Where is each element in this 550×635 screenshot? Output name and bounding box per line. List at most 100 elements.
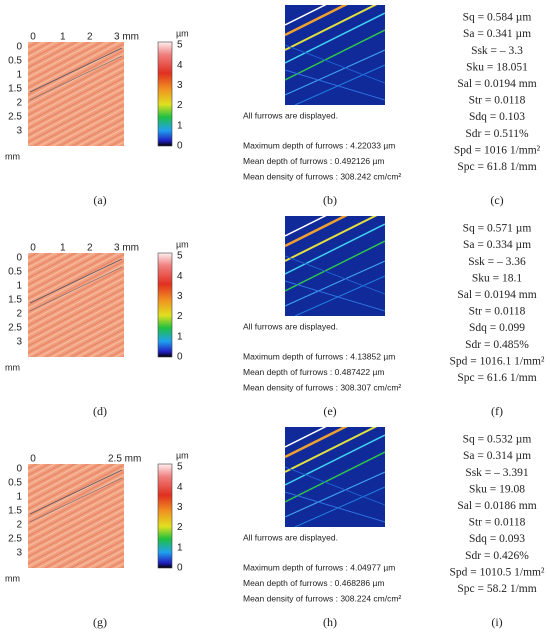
furrow-clip [285,216,385,316]
furrow [285,223,385,275]
y-tick-label: 3 [16,548,22,559]
furrow [285,216,348,248]
y-tick-label: 2 [16,520,22,531]
surface-map [28,42,124,146]
furrow [285,69,385,101]
y-tick-label: 1.5 [8,295,22,306]
furrow-stat: Mean density of furrows : 308.224 cm/cm² [243,593,401,603]
furrow [285,427,378,473]
roughness-parameter: Spd = 1016.1 1/mm² [450,355,545,367]
colorbar-tick-label: 2 [177,100,183,111]
furrow-status: All furrows are displayed. [243,110,338,120]
scratch [29,477,123,523]
y-tick-label: 3 [16,337,22,348]
furrow-stat: Maximum depth of furrows : 4.22033 µm [243,140,395,150]
y-tick-label: 2.5 [8,323,22,334]
colorbar-tick-label: 2 [177,311,183,322]
axis-unit: mm [5,573,20,583]
furrow [285,29,385,81]
surface-map [28,464,124,568]
roughness-parameter: Sa = 0.341 µm [463,28,531,40]
y-tick-label: 0 [16,42,22,53]
y-tick-label: 2 [16,98,22,109]
roughness-parameter: Spd = 1010.5 1/mm² [450,566,545,578]
furrow [285,255,385,295]
colorbar-tick-label: 1 [177,120,183,131]
furrow [285,260,385,307]
y-tick-label: 3 [16,126,22,137]
y-tick-label: 0 [16,253,22,264]
furrow [285,427,327,448]
furrow-stat: Mean depth of furrows : 0.492126 µm [243,156,384,166]
roughness-parameter: Sdr = 0.485% [465,339,529,351]
furrow-status: All furrows are displayed. [243,321,338,331]
colorbar-tick-label: 3 [177,502,183,513]
roughness-parameter: Str = 0.0118 [469,306,526,318]
roughness-parameter: Sku = 18.051 [466,61,528,73]
furrow [285,216,327,237]
surface-map [28,253,124,357]
roughness-parameter: Sal = 0.0186 mm [457,500,536,512]
colorbar [157,252,173,358]
furrow [285,471,385,518]
furrow [285,466,385,506]
furrow-map [285,427,385,527]
furrow-clip [285,427,385,527]
roughness-parameter: Spd = 1016 1/mm² [454,144,541,156]
x-tick-label: 1 [60,243,66,254]
roughness-parameter: Sal = 0.0194 mm [457,289,536,301]
panel-label: (e) [323,404,336,418]
y-tick-label: 1.5 [8,506,22,517]
roughness-parameter: Spc = 61.8 1/mm [457,161,536,173]
roughness-parameter: Sku = 19.08 [469,483,525,495]
panel-label: (f) [491,404,503,418]
colorbar-tick-label: 0 [177,352,183,363]
colorbar-tick-label: 5 [177,462,183,473]
furrow [294,64,385,105]
furrow [285,12,385,64]
roughness-parameter: Sdq = 0.103 [469,111,525,123]
y-tick-label: 1 [16,281,22,292]
furrow-stat: Maximum depth of furrows : 4.13852 µm [243,351,395,361]
roughness-parameter: Sa = 0.334 µm [463,239,531,251]
colorbar-unit: µm [176,450,189,460]
x-tick-label: 3 mm [114,243,139,254]
furrow [285,216,378,262]
furrow [285,240,385,292]
colorbar-tick-label: 1 [177,542,183,553]
panel-label: (d) [93,404,107,418]
colorbar-unit: µm [176,28,189,38]
furrow-stat: Mean density of furrows : 308.242 cm/cm² [243,171,401,181]
furrow-stat: Mean depth of furrows : 0.487422 µm [243,367,384,377]
colorbar [157,463,173,569]
scratch [29,469,123,515]
furrow [285,5,348,37]
furrow [294,275,385,316]
roughness-parameter: Sal = 0.0194 mm [457,78,536,90]
y-tick-label: 1.5 [8,84,22,95]
furrow [294,486,385,527]
roughness-parameter: Sq = 0.571 µm [463,223,532,235]
colorbar-tick-label: 0 [177,563,183,574]
x-tick-label: 0 [30,454,36,465]
axis-unit: mm [5,362,20,372]
furrow-stat: Mean density of furrows : 308.307 cm/cm² [243,382,401,392]
colorbar-tick-label: 5 [177,251,183,262]
furrow-map [285,5,385,105]
scratch [29,55,123,101]
x-tick-label: 0 [30,32,36,43]
furrow [285,5,327,26]
roughness-parameter: Sdq = 0.099 [469,322,525,334]
roughness-parameter: Sdr = 0.426% [465,550,529,562]
roughness-parameter: Ssk = – 3.3 [471,45,523,57]
roughness-parameter: Str = 0.0118 [469,517,526,529]
furrow-clip [285,5,385,105]
y-tick-label: 2 [16,309,22,320]
furrow [285,5,378,51]
x-tick-label: 3 mm [114,32,139,43]
y-tick-label: 0.5 [8,267,22,278]
furrow-status: All furrows are displayed. [243,532,338,542]
y-tick-label: 1 [16,492,22,503]
y-tick-label: 0.5 [8,56,22,67]
furrow [285,44,385,84]
